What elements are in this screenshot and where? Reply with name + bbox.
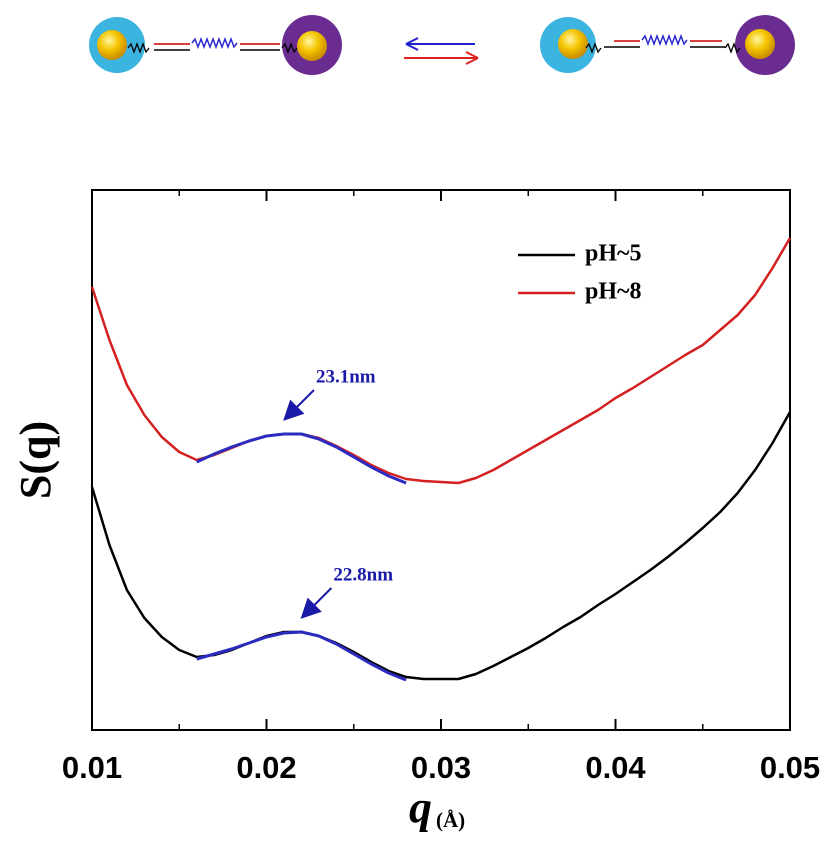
annotation: 23.1nm bbox=[316, 366, 376, 387]
legend-label: pH~8 bbox=[585, 279, 642, 305]
x-tick-label: 0.04 bbox=[585, 750, 646, 785]
schematic bbox=[89, 15, 795, 75]
y-axis-label: S(q) bbox=[11, 421, 60, 499]
annotation: 22.8nm bbox=[333, 564, 393, 585]
x-tick-label: 0.01 bbox=[62, 750, 122, 785]
fit-line bbox=[196, 432, 407, 485]
x-axis-unit: (Å) bbox=[436, 808, 465, 832]
legend-label: pH~5 bbox=[585, 241, 642, 267]
x-tick-label: 0.02 bbox=[236, 750, 296, 785]
x-tick-label: 0.05 bbox=[760, 750, 820, 785]
annotation-arrow bbox=[300, 587, 333, 619]
annotation-arrow bbox=[283, 389, 315, 421]
x-axis-label: q bbox=[409, 782, 432, 833]
data-line bbox=[90, 411, 792, 681]
fit-line bbox=[196, 630, 407, 682]
data-line bbox=[90, 237, 792, 485]
x-tick-label: 0.03 bbox=[411, 750, 471, 785]
